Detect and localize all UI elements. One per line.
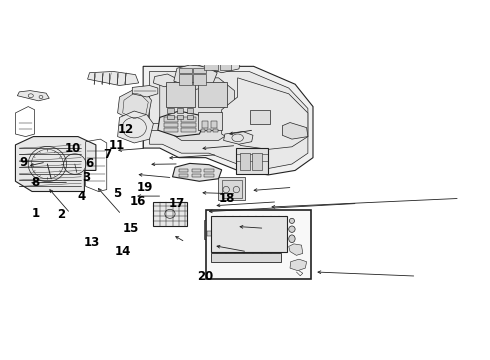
- Bar: [198, 82, 227, 107]
- Bar: [240, 153, 250, 170]
- Text: 3: 3: [82, 171, 90, 184]
- Bar: [198, 112, 222, 130]
- Polygon shape: [172, 163, 221, 181]
- Bar: [204, 174, 214, 177]
- Text: 19: 19: [137, 181, 153, 194]
- Polygon shape: [223, 131, 253, 144]
- Bar: [153, 202, 187, 226]
- Bar: [164, 122, 178, 127]
- Text: 15: 15: [123, 222, 140, 235]
- Bar: [207, 231, 212, 236]
- Polygon shape: [118, 89, 151, 121]
- Bar: [204, 60, 219, 70]
- Bar: [166, 82, 195, 107]
- Ellipse shape: [290, 218, 294, 224]
- Text: 13: 13: [84, 235, 100, 248]
- Bar: [192, 174, 201, 177]
- Polygon shape: [16, 136, 96, 192]
- Bar: [213, 129, 218, 132]
- Polygon shape: [143, 66, 313, 175]
- Text: 6: 6: [85, 157, 93, 170]
- Bar: [179, 168, 189, 172]
- Polygon shape: [158, 111, 204, 136]
- Polygon shape: [17, 91, 49, 101]
- Text: 4: 4: [77, 190, 85, 203]
- Bar: [168, 115, 174, 119]
- Text: 10: 10: [65, 142, 81, 155]
- Bar: [219, 177, 245, 201]
- Bar: [181, 117, 196, 122]
- Bar: [179, 174, 189, 177]
- Polygon shape: [153, 74, 175, 87]
- Text: 5: 5: [113, 187, 122, 200]
- Text: 2: 2: [57, 208, 65, 221]
- Bar: [164, 117, 178, 122]
- Polygon shape: [290, 259, 307, 271]
- Bar: [207, 129, 212, 132]
- Text: 14: 14: [115, 245, 131, 258]
- Bar: [181, 128, 196, 132]
- Text: 12: 12: [118, 123, 134, 136]
- Bar: [250, 110, 270, 124]
- Bar: [164, 128, 178, 132]
- Bar: [220, 60, 231, 70]
- Bar: [211, 121, 217, 128]
- Bar: [204, 168, 214, 172]
- Bar: [179, 74, 192, 85]
- Bar: [177, 115, 183, 119]
- Bar: [187, 115, 193, 119]
- Bar: [168, 108, 174, 113]
- Polygon shape: [174, 65, 217, 89]
- Polygon shape: [198, 54, 241, 73]
- Bar: [193, 68, 206, 73]
- Text: 11: 11: [109, 139, 125, 152]
- Text: 18: 18: [219, 192, 235, 205]
- Bar: [204, 220, 219, 239]
- Text: 17: 17: [169, 197, 185, 210]
- Text: 20: 20: [197, 270, 214, 283]
- Text: 8: 8: [31, 176, 39, 189]
- Polygon shape: [289, 244, 303, 255]
- Bar: [252, 153, 262, 170]
- Text: 7: 7: [104, 148, 112, 161]
- Polygon shape: [88, 71, 139, 85]
- Polygon shape: [221, 78, 308, 149]
- Bar: [193, 74, 206, 85]
- Polygon shape: [160, 78, 234, 140]
- Bar: [187, 108, 193, 113]
- Text: 16: 16: [129, 195, 146, 208]
- Bar: [202, 121, 208, 128]
- Text: 9: 9: [20, 156, 28, 168]
- Ellipse shape: [289, 226, 295, 232]
- Text: 1: 1: [32, 207, 40, 220]
- Bar: [177, 108, 183, 113]
- Bar: [211, 253, 281, 262]
- Ellipse shape: [289, 235, 295, 243]
- Bar: [221, 180, 242, 198]
- Bar: [192, 168, 201, 172]
- Polygon shape: [132, 85, 158, 97]
- Bar: [236, 148, 269, 174]
- Polygon shape: [149, 71, 308, 168]
- Bar: [179, 68, 192, 73]
- Polygon shape: [282, 122, 308, 139]
- Bar: [181, 122, 196, 127]
- Bar: [200, 129, 205, 132]
- Bar: [206, 210, 311, 279]
- Bar: [211, 216, 288, 252]
- Polygon shape: [118, 111, 153, 143]
